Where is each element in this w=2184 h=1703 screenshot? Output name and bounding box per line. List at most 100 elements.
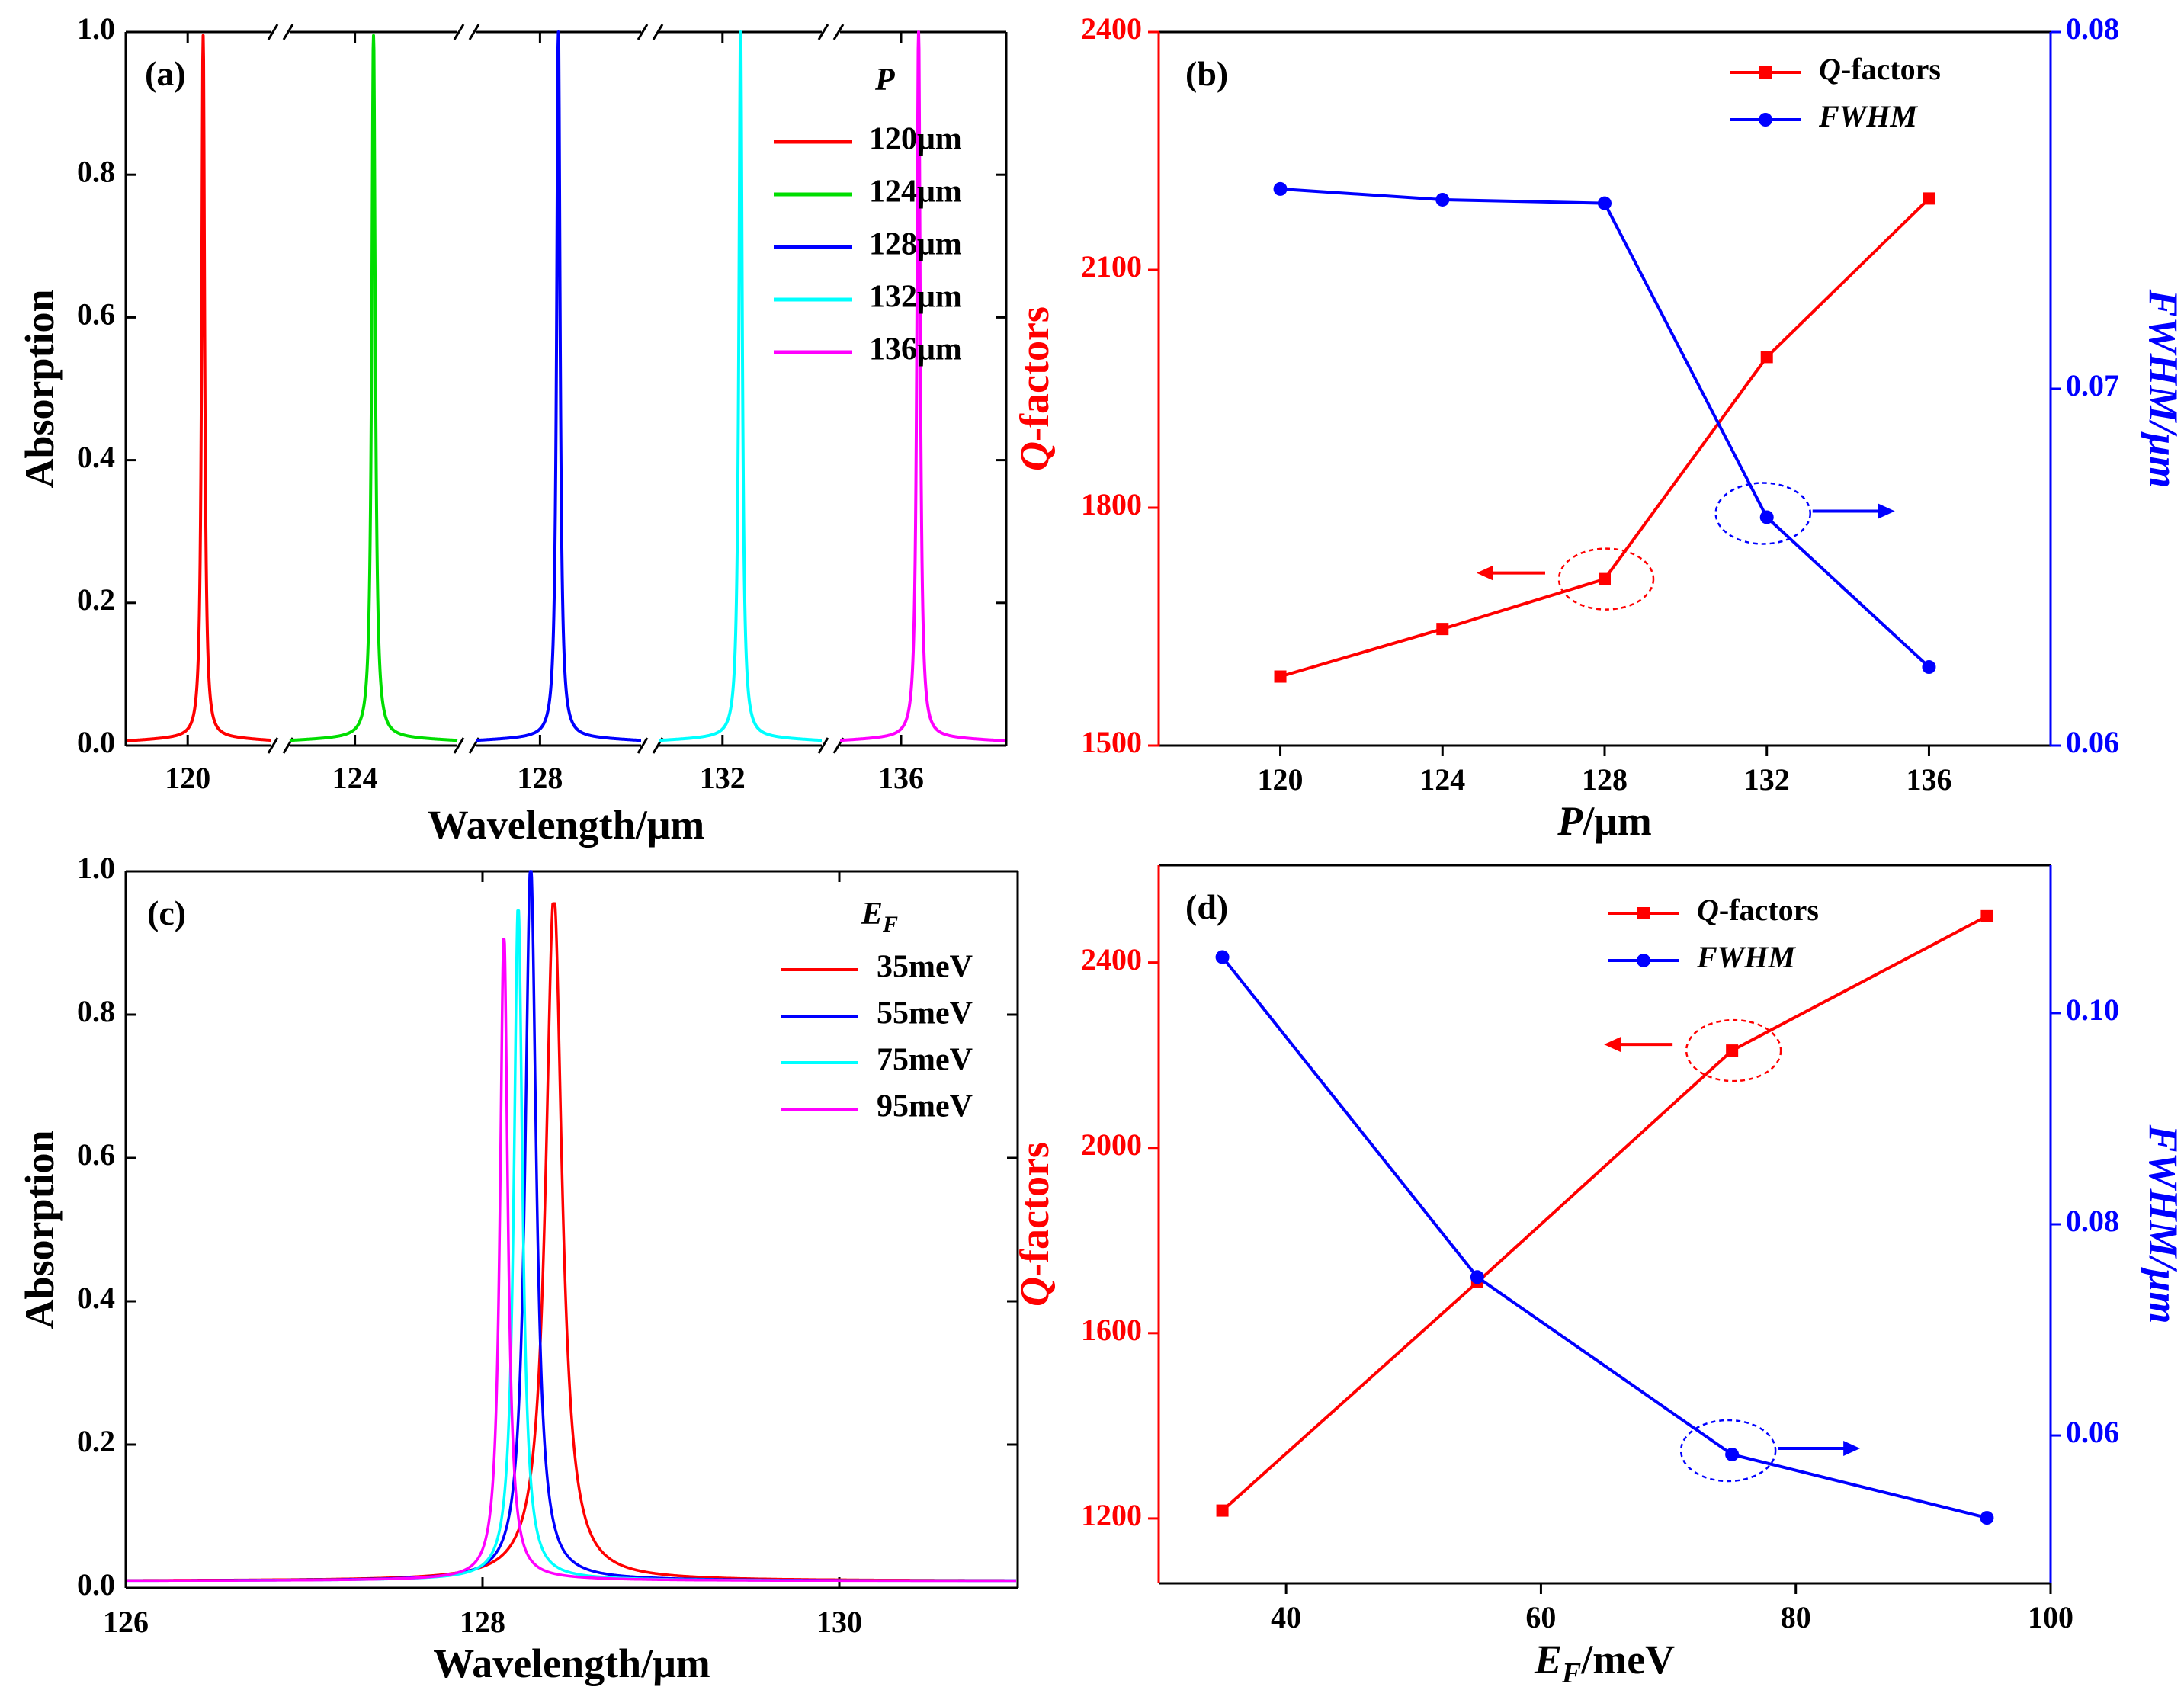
x-tick-label: 130 [816,1605,862,1639]
panel-d: 40 60 80 100 1200 1600 2000 2400 0.06 0.08 0.10 (d)… [1081,864,2184,1634]
y-tick-label: 0.0 [77,1567,115,1602]
x-tick-label: 132 [700,761,746,795]
fwhm-point [1470,1270,1484,1284]
label-part: Q [1819,52,1841,86]
x-tick-label: 124 [1419,762,1465,797]
y-left-tick-label: 2000 [1081,1127,1142,1162]
absorption-curve-95meV [126,938,1018,1583]
x-tick-label: 126 [103,1605,149,1639]
y-right-axis-label: FWHM/μm [2141,1124,2184,1323]
label-part: FWHM [1696,940,1796,974]
y-right-tick-label: 0.08 [2066,11,2119,46]
axis-break-mark [637,24,649,40]
legend-label: 124μm [869,175,962,210]
q-factor-highlight [1557,547,1655,611]
fwhm-point [1598,196,1612,210]
x-axis-label: EF/meV [1534,1637,1675,1689]
fwhm-highlight [1679,1419,1777,1483]
label-part: Q [1012,441,1057,471]
q-factor-point [1436,623,1449,636]
y-left-tick-label: 2100 [1081,249,1142,284]
label-part: -factors [1719,893,1819,927]
axis-break-mark [817,24,829,40]
left-arrow-head [1477,565,1493,581]
y-tick-label: 1.0 [77,11,115,46]
panel-a: 0.0 0.2 0.4 0.6 0.8 1.0 120 124 128 132 136 (a) Wave… [17,11,1008,848]
q-factor-line [1279,197,1930,678]
axis-break-mark [267,737,279,754]
x-tick-label: 40 [1271,1600,1301,1634]
axis-break-mark [637,737,649,754]
axis-break-mark [468,24,480,40]
legend-label: 120μm [869,122,962,157]
legend-label: FWHM [1818,99,1918,133]
y-right-axis-label: FWHM/μm [2141,288,2184,488]
y-left-tick-label: 1800 [1081,487,1142,521]
label-part: Q [1012,1277,1057,1307]
legend-b: Q-factors FWHM [1730,52,1941,133]
fwhm-highlight [1714,482,1811,545]
y-tick-label: 0.8 [77,994,115,1028]
legend-marker [1759,113,1772,127]
axis-break-mark [652,24,664,40]
q-factor-point [1760,351,1773,364]
label-part: /μm [1582,798,1652,844]
x-tick-label: 132 [1744,762,1790,797]
panel-label: (a) [145,54,186,93]
y-axis-label: Absorption [17,289,63,488]
q-factor-point [1726,1044,1739,1057]
label-part: E [861,896,883,932]
absorption-curve-132μm [658,30,823,742]
q-factor-line [1221,915,1988,1512]
panel-b: 120 124 128 132 136 1500 1800 2100 2400 0.06 0.07 0… [1081,11,2184,797]
label-part: F [882,912,898,937]
fwhm-point [1215,950,1230,964]
legend-label: FWHM [1696,940,1796,974]
label-part: /meV [1580,1637,1675,1682]
x-axis-label: Wavelength/μm [428,802,705,848]
y-right-tick-label: 0.08 [2066,1204,2119,1238]
label-part: -factors [1841,52,1941,86]
y-tick-label: 0.6 [77,1137,115,1172]
fwhm-point [1759,510,1774,524]
y-left-axis-label: Q-factors [1012,306,1057,471]
legend-label: 136μm [869,332,962,367]
legend-c: 35meV 55meV 75meV 95meV [781,950,973,1124]
q-factor-point [1599,572,1611,585]
fwhm-line [1280,187,1930,669]
x-tick-label: 100 [2028,1600,2073,1634]
x-tick-label: 128 [460,1605,505,1639]
q-factor-point [1923,192,1935,205]
panel-c: 0.0 0.2 0.4 0.6 0.8 1.0 126 128 130 (c) Wavelength… [17,851,1019,1686]
y-tick-label: 0.8 [77,154,115,188]
right-arrow-head [1843,1440,1861,1456]
legend-marker [1637,954,1650,967]
legend-label: 95meV [877,1089,973,1124]
legend-d: Q-factors FWHM [1608,893,1819,974]
axis-break-mark [453,737,465,754]
legend-label: 55meV [877,996,973,1031]
y-left-axis-label: Q-factors [1012,1142,1057,1307]
legend-label: 132μm [869,280,962,315]
q-factor-point [1980,909,1993,922]
y-left-tick-label: 1200 [1081,1498,1142,1532]
fwhm-line [1221,956,1987,1520]
y-right-tick-label: 0.10 [2066,993,2119,1027]
x-tick-label: 80 [1781,1600,1811,1634]
panel-label: (b) [1185,54,1228,93]
y-tick-label: 0.2 [77,582,115,617]
legend-title: P [874,63,895,98]
y-tick-label: 0.4 [77,1281,115,1315]
absorption-curve-128μm [474,30,643,742]
axis-break-mark [832,24,845,40]
x-tick-label: 120 [165,761,210,795]
panel-label: (c) [147,893,186,932]
x-tick-label: 136 [1906,762,1951,797]
x-tick-label: 136 [878,761,924,795]
legend-marker [1637,907,1650,919]
legend-label: Q-factors [1697,893,1819,927]
q-factor-point [1216,1504,1229,1517]
x-axis-label: Wavelength/μm [433,1640,710,1686]
axis-break-mark [282,24,294,40]
legend-a: P 120μm 124μm 128μm 132μm 136μm [774,63,962,367]
